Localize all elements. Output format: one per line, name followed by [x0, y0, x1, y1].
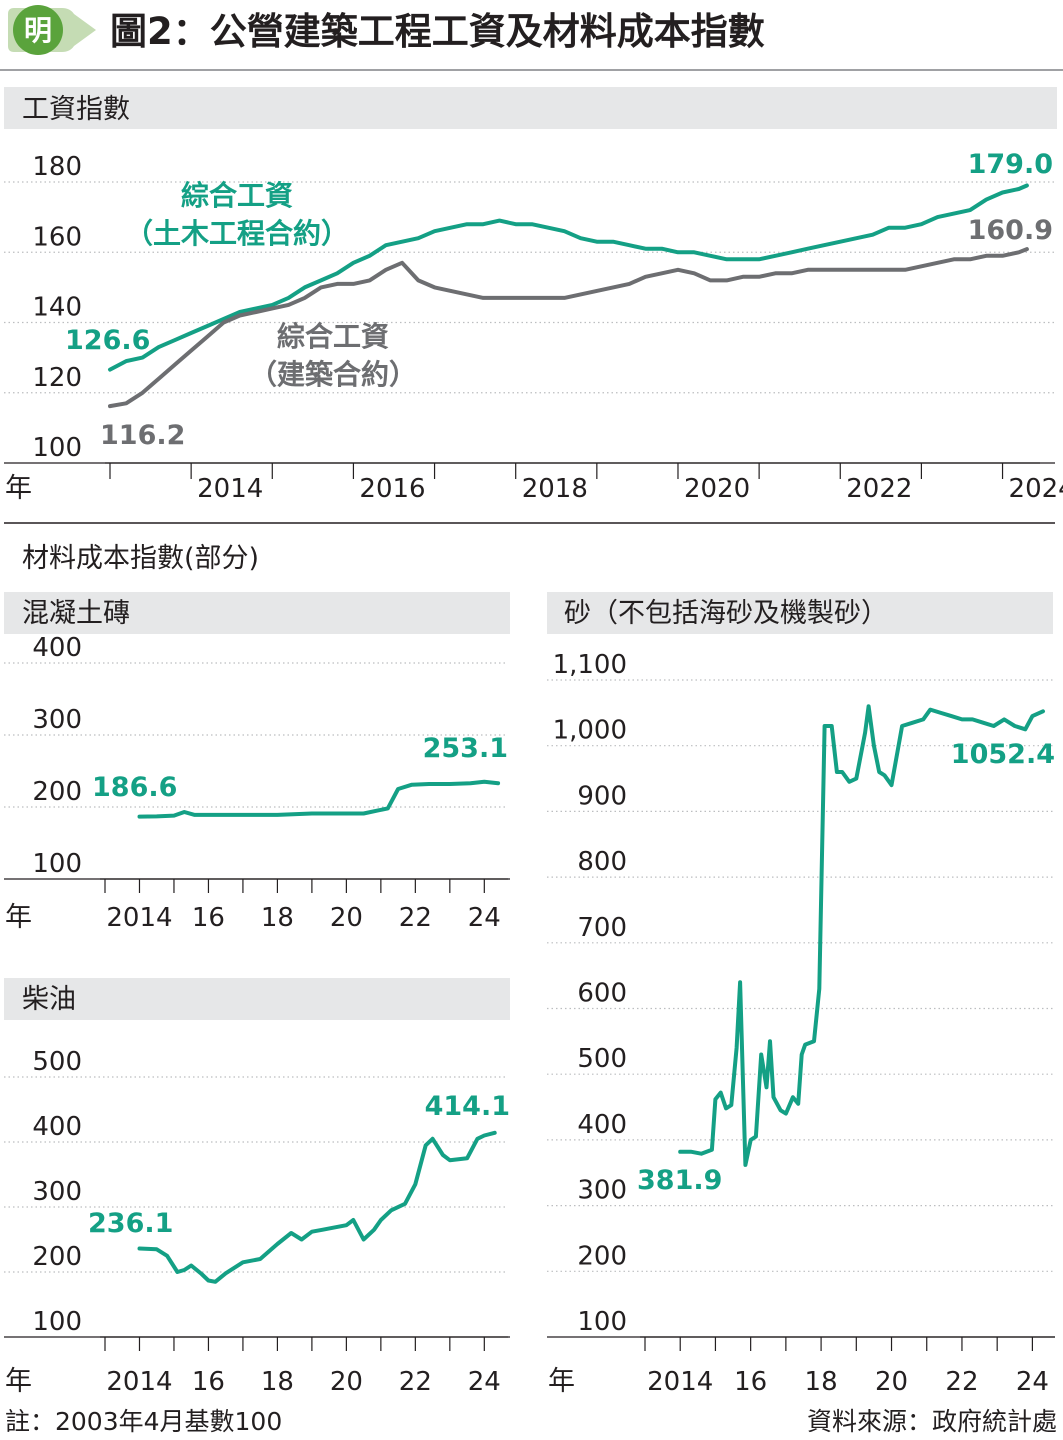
diesel-year-unit-label: 年	[5, 1366, 32, 1397]
concrete-panel-title: 混凝土磚	[22, 598, 130, 629]
wages-title-band	[4, 87, 1057, 129]
diesel-ytick-label: 100	[32, 1307, 82, 1337]
concrete-xtick-label: 16	[192, 903, 225, 933]
sand-ytick-label: 1,100	[553, 650, 627, 680]
wages-series-label-building-line1: 綜合工資	[277, 320, 389, 353]
concrete-xtick-label: 20	[330, 903, 363, 933]
concrete-start-value-label: 186.6	[92, 772, 177, 803]
sand-xtick-label: 22	[945, 1367, 978, 1397]
concrete-xtick-label: 22	[399, 903, 432, 933]
diesel-ytick-label: 500	[32, 1047, 82, 1077]
wages-series-label-building: 綜合工資 （建築合約）	[249, 320, 417, 391]
sand-series-line-green	[678, 704, 1045, 1167]
diesel-panel-title: 柴油	[22, 984, 76, 1015]
diesel-series-line-green	[137, 1130, 497, 1284]
wages-xtick-label: 2016	[359, 474, 425, 504]
sand-ytick-label: 800	[577, 847, 627, 877]
diesel-start-value-label: 236.1	[88, 1208, 173, 1239]
concrete-title-band	[4, 592, 510, 634]
diesel-xtick-label: 16	[192, 1367, 225, 1397]
sand-ytick-label: 600	[577, 979, 627, 1009]
sand-xtick-label: 18	[805, 1367, 838, 1397]
diesel-xtick-label: 20	[330, 1367, 363, 1397]
concrete-ytick-label: 300	[32, 705, 82, 735]
page-title: 圖2：公營建築工程工資及材料成本指數	[110, 10, 765, 53]
concrete-xtick-label: 2014	[106, 903, 172, 933]
logo-text: 明	[24, 14, 52, 47]
diesel-xtick-label: 18	[261, 1367, 294, 1397]
sand-ytick-label: 200	[577, 1241, 627, 1271]
wages-xtick-label: 2024	[1009, 474, 1063, 504]
wages-end-value-label: 160.9	[968, 215, 1053, 246]
wages-year-unit-label: 年	[5, 473, 32, 504]
concrete-ytick-label: 400	[32, 633, 82, 663]
logo-circle	[13, 5, 63, 55]
sand-xtick-label: 20	[875, 1367, 908, 1397]
concrete-ytick-label: 200	[32, 777, 82, 807]
concrete-end-value-label: 253.1	[423, 733, 508, 764]
sand-ytick-label: 1,000	[553, 716, 627, 746]
footer-source: 資料來源：政府統計處	[807, 1407, 1057, 1436]
sand-ytick-label: 400	[577, 1110, 627, 1140]
diesel-end-value-label: 414.1	[425, 1091, 510, 1122]
sand-start-value-label: 381.9	[637, 1165, 722, 1196]
sand-ytick-label: 900	[577, 781, 627, 811]
wages-xtick-label: 2020	[684, 474, 750, 504]
concrete-series-line-green	[137, 779, 501, 819]
sand-end-value-label: 1052.4	[951, 739, 1055, 770]
wages-series-label-civil-line1: 綜合工資	[181, 179, 293, 212]
sand-panel-title: 砂（不包括海砂及機製砂）	[564, 598, 888, 629]
wages-start-value-label: 116.2	[100, 420, 185, 451]
concrete-xtick-label: 24	[468, 903, 501, 933]
wages-ytick-label: 140	[32, 293, 82, 323]
sand-ytick-label: 100	[577, 1307, 627, 1337]
sand-ytick-label: 300	[577, 1176, 627, 1206]
diesel-xtick-label: 24	[468, 1367, 501, 1397]
diesel-title-band	[4, 978, 510, 1020]
wages-ytick-label: 160	[32, 222, 82, 252]
sand-ytick-label: 700	[577, 913, 627, 943]
diesel-ytick-label: 400	[32, 1112, 82, 1142]
wages-start-value-label: 126.6	[65, 325, 150, 356]
diesel-ytick-label: 200	[32, 1242, 82, 1272]
wages-series-line-green	[108, 183, 1029, 372]
wages-series-label-civil: 綜合工資 （土木工程合約）	[125, 179, 349, 250]
wages-ytick-label: 120	[32, 363, 82, 393]
concrete-ytick-label: 100	[32, 849, 82, 879]
concrete-year-unit-label: 年	[5, 902, 32, 933]
footer-note: 註：2003年4月基數100	[5, 1407, 282, 1436]
sand-xtick-label: 2014	[647, 1367, 713, 1397]
logo-badge: 明	[8, 5, 96, 55]
materials-section-title: 材料成本指數(部分)	[22, 543, 259, 574]
sand-ytick-label: 500	[577, 1044, 627, 1074]
sand-title-band	[547, 592, 1053, 634]
wages-series-label-building-line2: （建築合約）	[249, 358, 417, 391]
wages-ytick-label: 100	[32, 433, 82, 463]
sand-year-unit-label: 年	[548, 1366, 575, 1397]
wages-xtick-label: 2014	[197, 474, 263, 504]
sand-xtick-label: 24	[1016, 1367, 1049, 1397]
wages-xtick-label: 2018	[522, 474, 588, 504]
concrete-xtick-label: 18	[261, 903, 294, 933]
diesel-xtick-label: 2014	[106, 1367, 172, 1397]
wages-series-label-civil-line2: （土木工程合約）	[125, 217, 349, 250]
wages-end-value-label: 179.0	[968, 149, 1053, 180]
sand-xtick-label: 16	[734, 1367, 767, 1397]
diesel-xtick-label: 22	[399, 1367, 432, 1397]
diesel-ytick-label: 300	[32, 1177, 82, 1207]
wages-series-line-gray	[108, 247, 1029, 409]
wages-panel-title: 工資指數	[22, 94, 130, 125]
wages-ytick-label: 180	[32, 152, 82, 182]
wages-xtick-label: 2022	[846, 474, 912, 504]
